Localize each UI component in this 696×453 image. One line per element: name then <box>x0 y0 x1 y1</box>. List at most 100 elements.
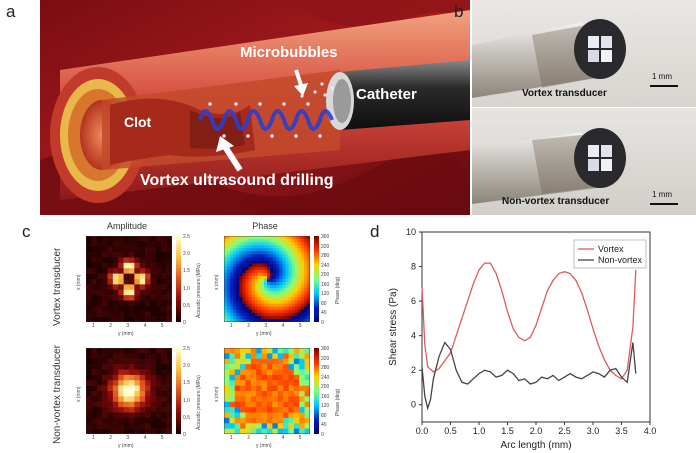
heatmap-cell <box>150 428 157 434</box>
heatmap-cell <box>129 391 135 397</box>
x-axis-title-amplitude-nonvortex: y (mm) <box>118 443 134 449</box>
heatmap-cell <box>233 251 237 255</box>
heatmap-cell <box>245 309 249 314</box>
heatmap-cell <box>227 291 231 295</box>
heatmap-cell <box>263 257 268 261</box>
heatmap-cell <box>300 239 305 243</box>
heatmap-cell <box>304 364 310 370</box>
heatmap-cell <box>303 269 308 274</box>
heatmap-cell <box>263 288 268 292</box>
heatmap-cell <box>273 318 277 322</box>
heatmap-cell <box>245 294 249 298</box>
heatmap-cell <box>150 284 157 291</box>
heatmap-cell <box>282 309 286 314</box>
heatmap-cell <box>234 348 241 354</box>
heatmap-cell <box>248 275 252 280</box>
heatmap-cell <box>303 254 308 258</box>
heatmap-cell <box>86 236 92 242</box>
y-tick-label: 10 <box>406 227 416 237</box>
heatmap-cell <box>300 297 305 301</box>
heatmap-cell <box>161 262 167 269</box>
heatmap-cell <box>229 423 236 429</box>
heatmap-cell <box>224 266 228 271</box>
heatmap-cell <box>91 241 98 248</box>
heatmap-cell <box>304 353 310 360</box>
heatmap-cell <box>288 407 295 413</box>
heatmap-cell <box>267 242 271 246</box>
heatmap-cell <box>306 254 310 258</box>
heatmap-cell <box>86 396 92 403</box>
heatmap-cell <box>233 297 237 301</box>
heatmap-cell <box>224 315 228 320</box>
heatmap-cell <box>239 251 243 255</box>
heatmap-cell <box>224 380 230 386</box>
heatmap-cell <box>251 275 256 280</box>
panel-c: c Amplitude Phase Vortex transducer Non-… <box>0 218 350 453</box>
heatmap-cell <box>161 364 167 370</box>
heatmap-cell <box>224 428 230 434</box>
heatmap-cell <box>291 306 295 311</box>
y-axis-title-phase-nonvortex: x (mm) <box>214 386 220 402</box>
heatmap-cell <box>145 236 151 242</box>
heatmap-cell <box>236 309 240 314</box>
heatmap-cell <box>234 380 241 386</box>
heatmap-cell <box>150 252 157 258</box>
heatmap-cell <box>145 273 151 280</box>
heatmap-cell <box>102 316 108 322</box>
heatmap-cell <box>233 242 237 246</box>
heatmap-cell <box>294 263 299 268</box>
heatmap-cell <box>224 272 228 277</box>
heatmap-cell <box>139 412 146 419</box>
heatmap-cell <box>155 252 162 258</box>
heatmap-cell <box>293 364 300 370</box>
heatmap-cell <box>245 358 252 365</box>
heatmap-cell <box>282 300 286 304</box>
heatmap-cell <box>279 282 283 286</box>
heatmap-cell <box>161 236 167 242</box>
heatmap-cell <box>306 245 310 249</box>
heatmap-cell <box>306 272 310 277</box>
heatmap-cell <box>304 401 310 408</box>
heatmap-cell <box>300 254 305 258</box>
heatmap-cell <box>227 288 231 292</box>
heatmap-cell <box>118 385 124 392</box>
heatmap-cell <box>86 391 92 397</box>
heatmap-cell <box>263 312 268 317</box>
heatmap-cell <box>267 257 271 261</box>
heatmap-cell <box>224 251 228 255</box>
heatmap-cell <box>267 272 271 277</box>
heatmap-cell <box>166 311 172 317</box>
heatmap-cell <box>303 297 308 301</box>
drilling-arrow <box>221 143 243 172</box>
heatmap-cell <box>86 311 92 317</box>
heatmap-cell <box>304 417 310 424</box>
y-tick-label: 0 <box>411 400 416 410</box>
heatmap-cell <box>86 428 92 434</box>
heatmap-cell <box>150 364 157 370</box>
col-title-amplitude: Amplitude <box>106 221 148 231</box>
scale-bar-top: 1 mm <box>652 72 672 81</box>
heatmap-cell <box>112 316 119 322</box>
heatmap-cell <box>270 260 274 264</box>
heatmap-cell <box>293 353 300 360</box>
heatmap-cell <box>102 396 108 403</box>
heatmap-cell <box>267 269 271 274</box>
heatmap-cell <box>224 248 228 252</box>
heatmap-cell <box>257 236 262 240</box>
heatmap-cell <box>288 245 292 249</box>
heatmap-cell <box>288 303 292 307</box>
heatmap-cell <box>291 291 295 295</box>
heatmap-cell <box>267 358 273 365</box>
heatmap-cell <box>304 348 310 354</box>
heatmap-cell <box>306 236 310 240</box>
heatmap-cell <box>270 236 274 240</box>
heatmap-cell <box>112 273 119 280</box>
heatmap-cell <box>134 279 141 285</box>
heatmap-cell <box>256 423 262 429</box>
heatmap-cell <box>270 285 274 289</box>
heatmap-cell <box>294 285 299 289</box>
heatmap-cell <box>139 385 146 392</box>
heatmap-cell <box>233 309 237 314</box>
heatmap-cell <box>288 309 292 314</box>
heatmap-cell <box>260 260 265 264</box>
